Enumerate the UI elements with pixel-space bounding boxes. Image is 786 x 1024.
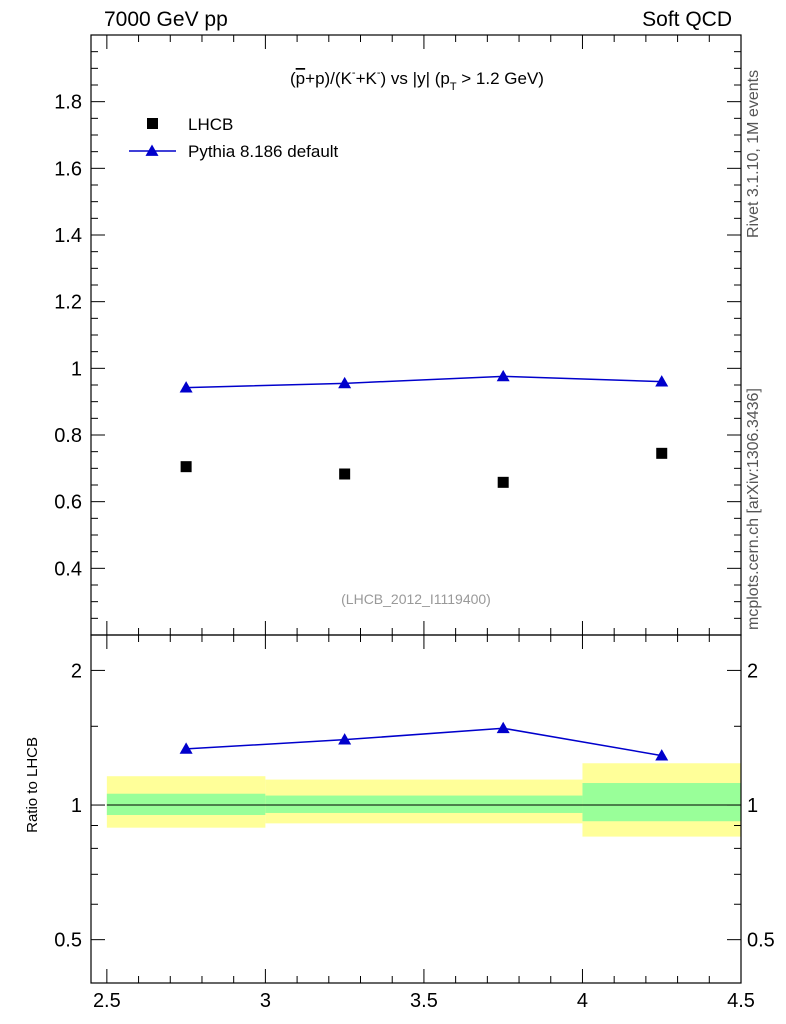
ratio-panel: 0.5 1 2 0.5 1 2 2.5 3 3.5 4 4.5 Ratio to LHCB xyxy=(24,634,775,1012)
y-tick-label: 1.6 xyxy=(54,158,82,180)
data-point-pythia xyxy=(179,381,193,393)
x-tick-label: 4 xyxy=(577,990,588,1012)
y-tick-label: 1.8 xyxy=(54,92,82,114)
legend-marker-pythia xyxy=(145,144,159,156)
ratio-y-tick-label-right: 2 xyxy=(747,660,758,682)
ratio-point-pythia xyxy=(338,733,352,745)
legend-marker-lhcb xyxy=(147,118,158,129)
y-tick-label: 1 xyxy=(71,358,82,380)
y-tick-label: 1.4 xyxy=(54,225,82,247)
title-part: - xyxy=(377,67,381,79)
title-part: p xyxy=(296,69,305,88)
ratio-y-tick-label-left: 1 xyxy=(71,795,82,817)
ratio-y-tick-label-left: 2 xyxy=(71,660,82,682)
title-part: +K xyxy=(356,69,378,88)
uncertainty-band-inner xyxy=(265,795,583,813)
y-tick-label: 0.6 xyxy=(54,492,82,514)
legend-label-pythia: Pythia 8.186 default xyxy=(188,142,339,161)
data-point-lhcb xyxy=(180,461,192,473)
ratio-point-pythia xyxy=(655,749,669,761)
ratio-point-pythia xyxy=(179,742,193,754)
x-tick-label: 2.5 xyxy=(93,990,121,1012)
ratio-series-line-pythia xyxy=(186,727,662,757)
y-tick-label: 1.2 xyxy=(54,292,82,314)
title-part: +p)/(K xyxy=(305,69,352,88)
ratio-point-pythia xyxy=(496,721,510,734)
y-tick-label: 0.8 xyxy=(54,425,82,447)
data-point-pythia xyxy=(496,369,510,382)
title-part: - xyxy=(352,67,356,79)
title-part: T xyxy=(450,81,457,93)
y-tick-label: 0.4 xyxy=(54,558,82,580)
chart-title: (p+p)/(K-+K-) vs |y| (pT > 1.2 GeV) xyxy=(290,67,544,93)
data-point-lhcb xyxy=(339,468,351,480)
data-point-lhcb xyxy=(656,447,668,459)
x-tick-label: 3.5 xyxy=(410,990,438,1012)
header-left: 7000 GeV pp xyxy=(104,8,228,31)
analysis-watermark: (LHCB_2012_I1119400) xyxy=(341,591,491,607)
ratio-y-tick-label-right: 1 xyxy=(747,795,758,817)
ratio-y-tick-label-left: 0.5 xyxy=(54,930,82,952)
legend-label-lhcb: LHCB xyxy=(188,115,233,134)
series-line-pythia xyxy=(186,375,662,389)
title-part: ) vs |y| (p xyxy=(381,69,450,88)
x-tick-label: 3 xyxy=(260,990,271,1012)
data-point-pythia xyxy=(655,375,669,387)
data-point-pythia xyxy=(338,376,352,389)
ratio-y-tick-label-right: 0.5 xyxy=(747,930,775,952)
ratio-y-axis-label: Ratio to LHCB xyxy=(24,737,41,833)
x-tick-label: 4.5 xyxy=(727,990,755,1012)
uncertainty-band-inner xyxy=(106,793,266,815)
title-part: > 1.2 GeV) xyxy=(457,69,544,88)
header-right: Soft QCD xyxy=(642,8,732,31)
main-panel: 0.40.60.811.21.41.61.8(p+p)/(K-+K-) vs |… xyxy=(54,34,742,636)
data-point-lhcb xyxy=(497,476,509,488)
ratio-frame xyxy=(90,634,742,984)
title-part: ( xyxy=(290,69,296,88)
uncertainty-band-inner xyxy=(582,783,741,822)
